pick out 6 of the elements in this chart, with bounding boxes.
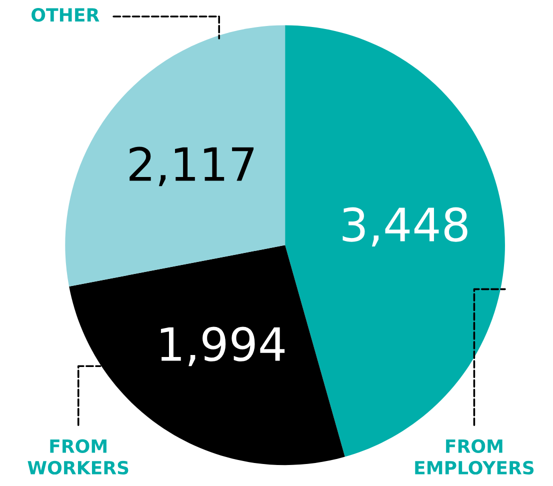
slice-label: FROM WORKERS [28, 439, 128, 475]
data-label: 2,117 [130, 146, 254, 186]
slice-label: OTHER [32, 8, 100, 22]
data-label: 1,994 [160, 326, 285, 366]
data-label: 3,448 [342, 207, 468, 247]
slice-label: FROM EMPLOYERS [415, 439, 534, 475]
